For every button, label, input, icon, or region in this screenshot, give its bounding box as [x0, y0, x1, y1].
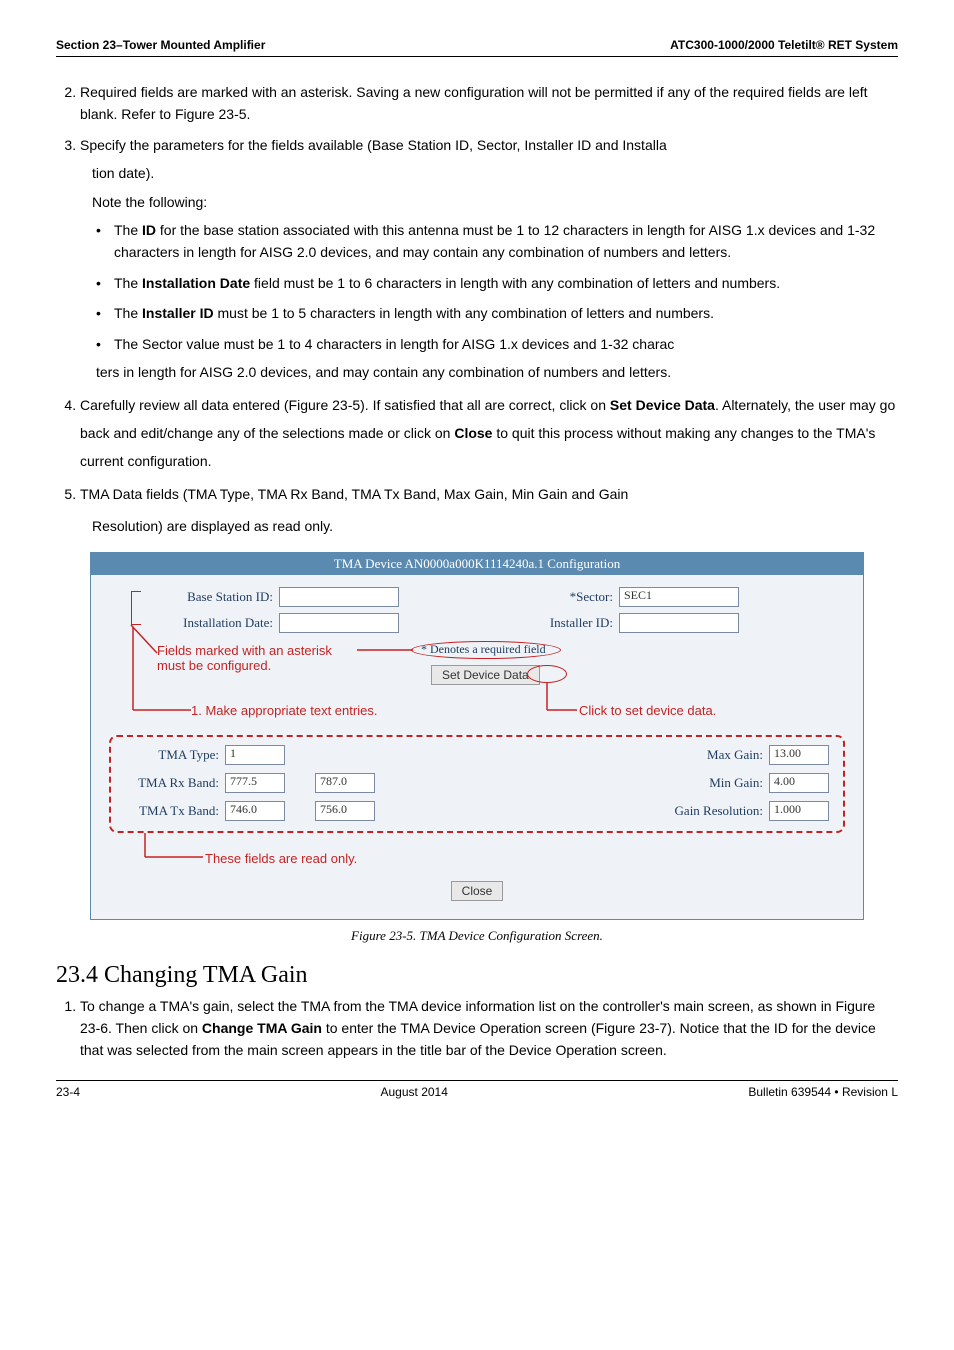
- label-install-date: Installation Date:: [139, 615, 279, 631]
- bullet-item: The Installer ID must be 1 to 5 characte…: [96, 302, 898, 324]
- field-tx2: 756.0: [315, 801, 375, 821]
- field-gain-res: 1.000: [769, 801, 829, 821]
- field-rx2: 787.0: [315, 773, 375, 793]
- instruction-list: Required fields are marked with an aster…: [56, 81, 898, 540]
- text-bold: ID: [142, 222, 156, 238]
- text: The Sector value must be 1 to 4 characte…: [114, 336, 674, 352]
- text: Fields marked with an asterisk: [157, 643, 332, 658]
- connector-line: [357, 649, 413, 651]
- field-tx1: 746.0: [225, 801, 285, 821]
- label-tma-tx: TMA Tx Band:: [125, 803, 225, 819]
- footer-left: 23-4: [56, 1085, 80, 1099]
- text: must be configured.: [157, 658, 332, 673]
- list-item-3: Specify the parameters for the fields av…: [80, 134, 898, 384]
- page-footer: 23-4 August 2014 Bulletin 639544 • Revis…: [56, 1080, 898, 1099]
- label-gain-res: Gain Resolution:: [659, 803, 769, 819]
- figure-config-panel: TMA Device AN0000a000K1114240a.1 Configu…: [90, 552, 864, 920]
- figure-title: TMA Device AN0000a000K1114240a.1 Configu…: [91, 553, 863, 575]
- header-right: ATC300-1000/2000 Teletilt® RET System: [670, 38, 898, 52]
- field-tma-type: 1: [225, 745, 285, 765]
- label-installer-id: Installer ID:: [529, 615, 619, 631]
- input-sector[interactable]: SEC1: [619, 587, 739, 607]
- bullet-list: The ID for the base station associated w…: [96, 219, 898, 383]
- label-base-station: Base Station ID:: [139, 589, 279, 605]
- section-item-1: To change a TMA's gain, select the TMA f…: [80, 995, 898, 1062]
- input-installer-id[interactable]: [619, 613, 739, 633]
- text-bold: Close: [454, 425, 492, 441]
- bullet-item: The Installation Date field must be 1 to…: [96, 272, 898, 294]
- text: Resolution) are displayed as read only.: [92, 512, 898, 540]
- tma-data-box: TMA Type: 1 Max Gain: 13.00 TMA Rx Band:…: [109, 735, 845, 833]
- text: The: [114, 305, 142, 321]
- label-min-gain: Min Gain:: [659, 775, 769, 791]
- label-tma-type: TMA Type:: [125, 747, 225, 763]
- text: field must be 1 to 6 characters in lengt…: [250, 275, 780, 291]
- label-sector: *Sector:: [529, 589, 619, 605]
- input-base-station[interactable]: [279, 587, 399, 607]
- text: TMA Data fields (TMA Type, TMA Rx Band, …: [80, 486, 628, 502]
- text: Specify the parameters for the fields av…: [80, 137, 667, 153]
- annotation-read-only: These fields are read only.: [205, 851, 357, 866]
- text-bold: Set Device Data: [610, 397, 715, 413]
- figure-caption: Figure 23-5. TMA Device Configuration Sc…: [56, 928, 898, 944]
- input-install-date[interactable]: [279, 613, 399, 633]
- ellipse-icon: [527, 665, 567, 683]
- text: ters in length for AISG 2.0 devices, and…: [96, 361, 898, 383]
- text-bold: Installation Date: [142, 275, 250, 291]
- text: The: [114, 222, 142, 238]
- text: The: [114, 275, 142, 291]
- connector-line: [145, 833, 203, 861]
- list-item-4: Carefully review all data entered (Figur…: [80, 391, 898, 475]
- text: tion date).: [92, 162, 898, 184]
- list-item-2: Required fields are marked with an aster…: [80, 81, 898, 126]
- annotation-click-set: Click to set device data.: [579, 703, 716, 718]
- field-min-gain: 4.00: [769, 773, 829, 793]
- set-device-data-button[interactable]: Set Device Data: [431, 665, 540, 685]
- header-left: Section 23–Tower Mounted Amplifier: [56, 38, 265, 52]
- section-list: To change a TMA's gain, select the TMA f…: [56, 995, 898, 1062]
- bullet-item: The ID for the base station associated w…: [96, 219, 898, 264]
- text: Carefully review all data entered (Figur…: [80, 397, 610, 413]
- annotation-fields-marked: Fields marked with an asterisk must be c…: [157, 643, 332, 673]
- annotation-denotes: * Denotes a required field: [421, 642, 546, 657]
- text-bold: Installer ID: [142, 305, 214, 321]
- field-rx1: 777.5: [225, 773, 285, 793]
- text: must be 1 to 5 characters in length with…: [214, 305, 714, 321]
- close-button[interactable]: Close: [451, 881, 504, 901]
- section-heading: 23.4 Changing TMA Gain: [56, 962, 898, 989]
- page-header: Section 23–Tower Mounted Amplifier ATC30…: [56, 38, 898, 57]
- label-tma-rx: TMA Rx Band:: [125, 775, 225, 791]
- field-max-gain: 13.00: [769, 745, 829, 765]
- annotation-make-entries: 1. Make appropriate text entries.: [191, 703, 377, 718]
- text-bold: Change TMA Gain: [202, 1020, 322, 1036]
- text: for the base station associated with thi…: [114, 222, 875, 260]
- footer-center: August 2014: [381, 1085, 448, 1099]
- footer-right: Bulletin 639544 • Revision L: [748, 1085, 898, 1099]
- list-item-5: TMA Data fields (TMA Type, TMA Rx Band, …: [80, 483, 898, 539]
- bullet-item: The Sector value must be 1 to 4 characte…: [96, 333, 898, 384]
- connector-line: [547, 683, 577, 713]
- text: Note the following:: [92, 191, 898, 213]
- label-max-gain: Max Gain:: [659, 747, 769, 763]
